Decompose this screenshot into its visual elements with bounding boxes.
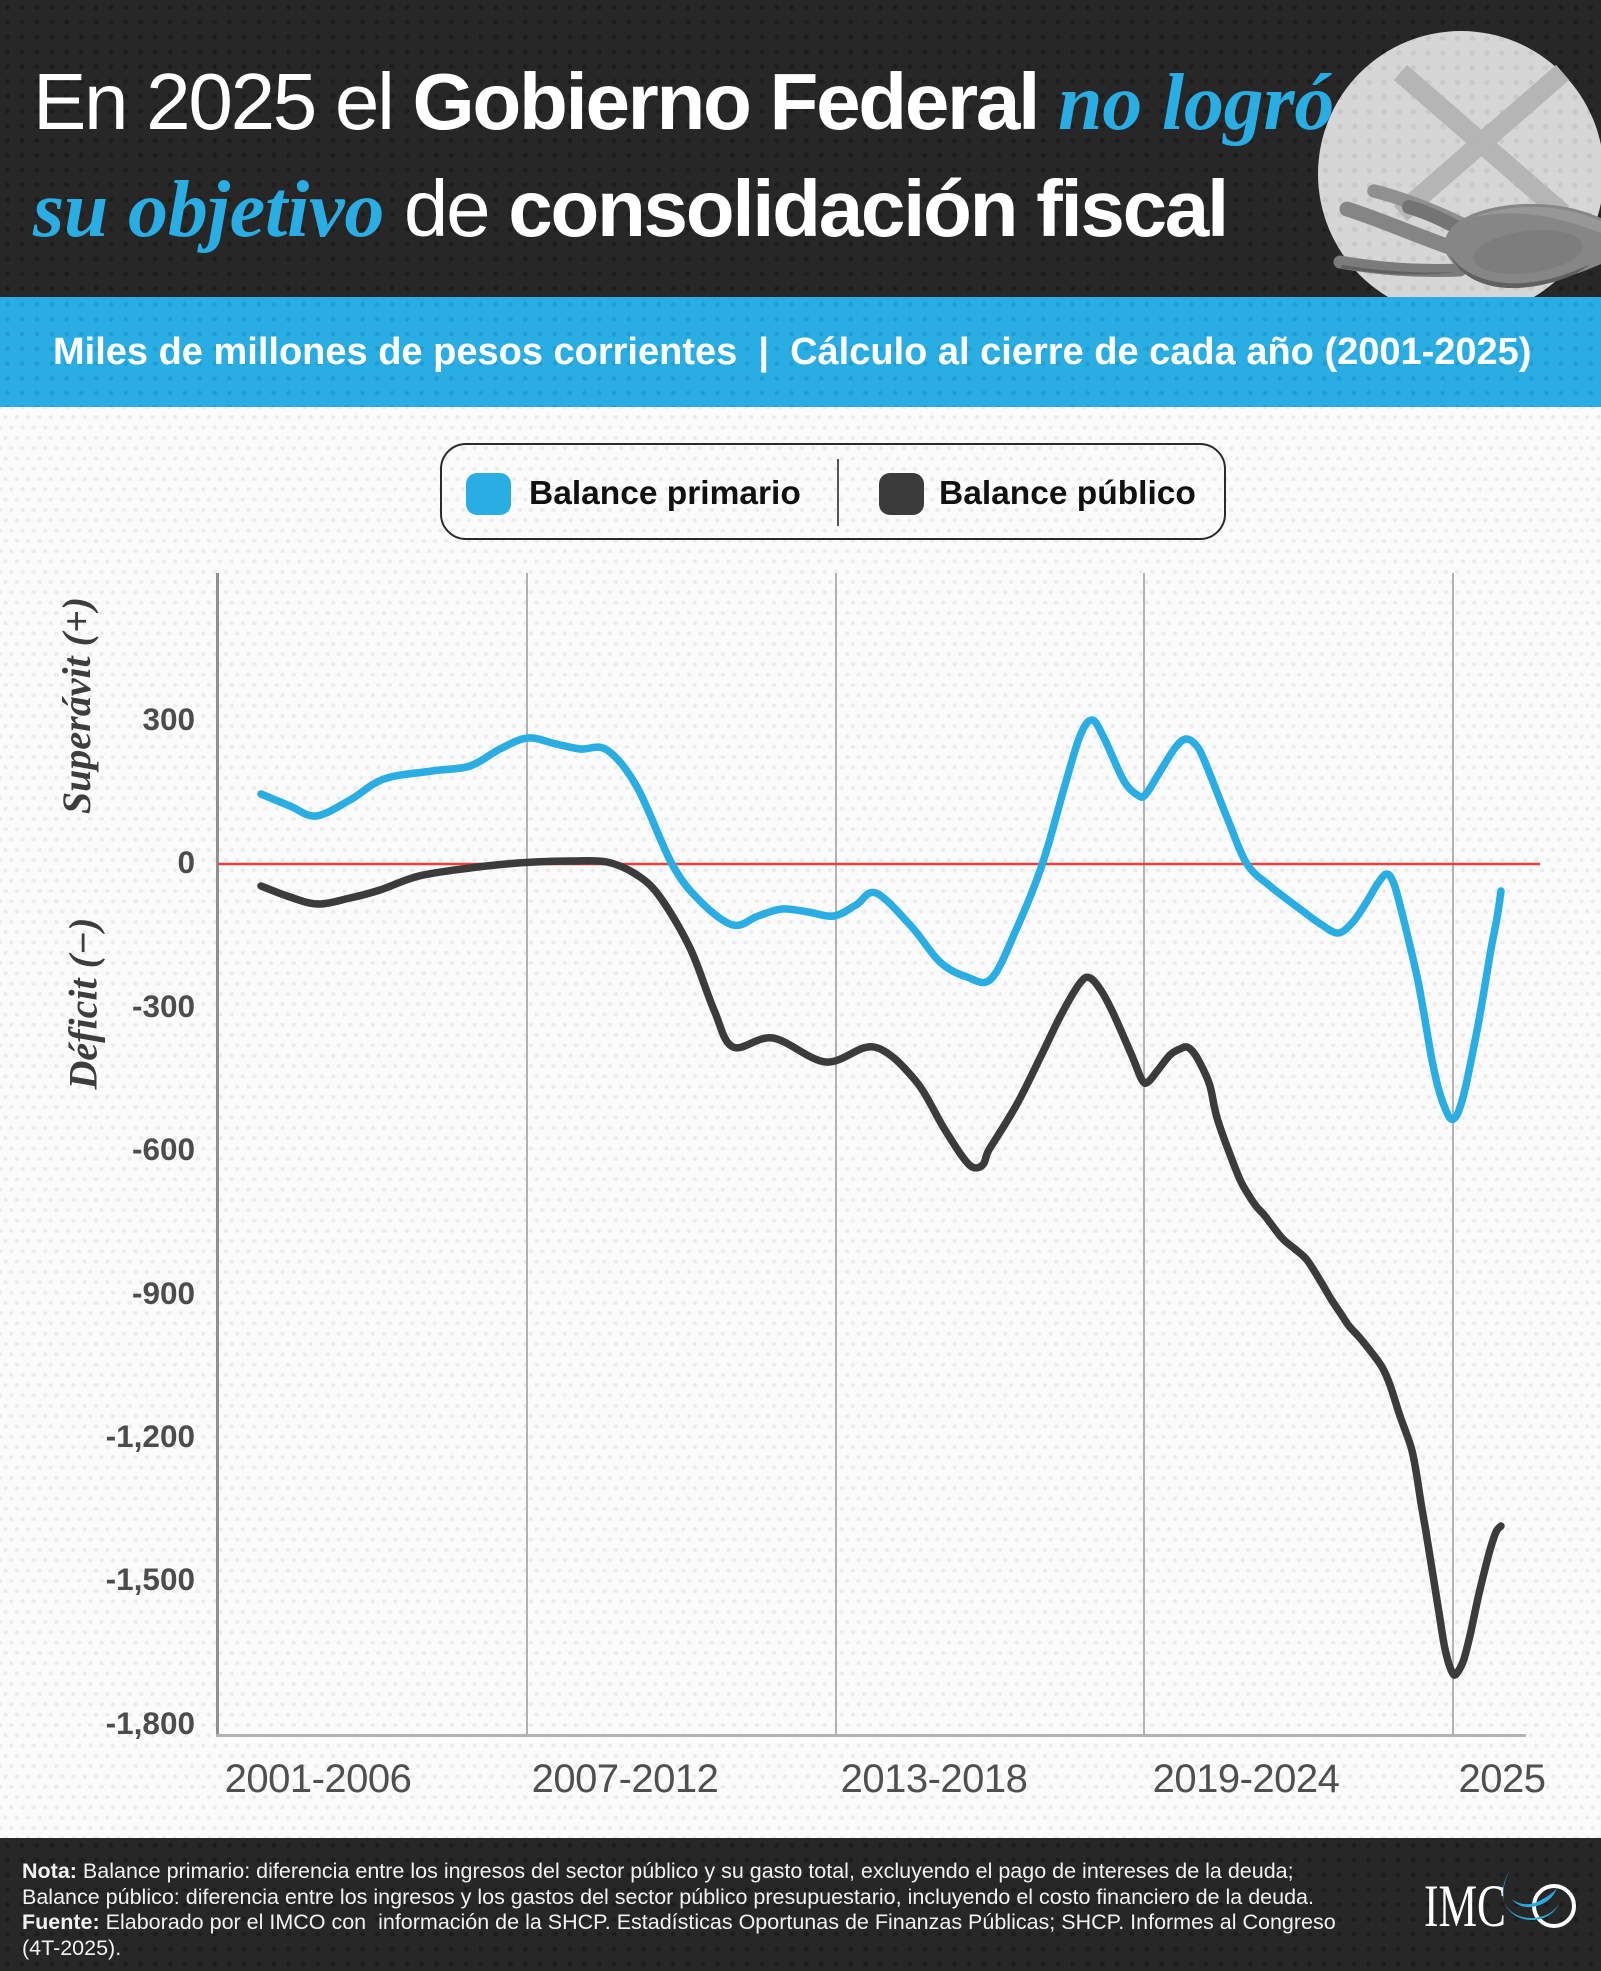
- svg-text:IMC: IMC: [1424, 1873, 1506, 1939]
